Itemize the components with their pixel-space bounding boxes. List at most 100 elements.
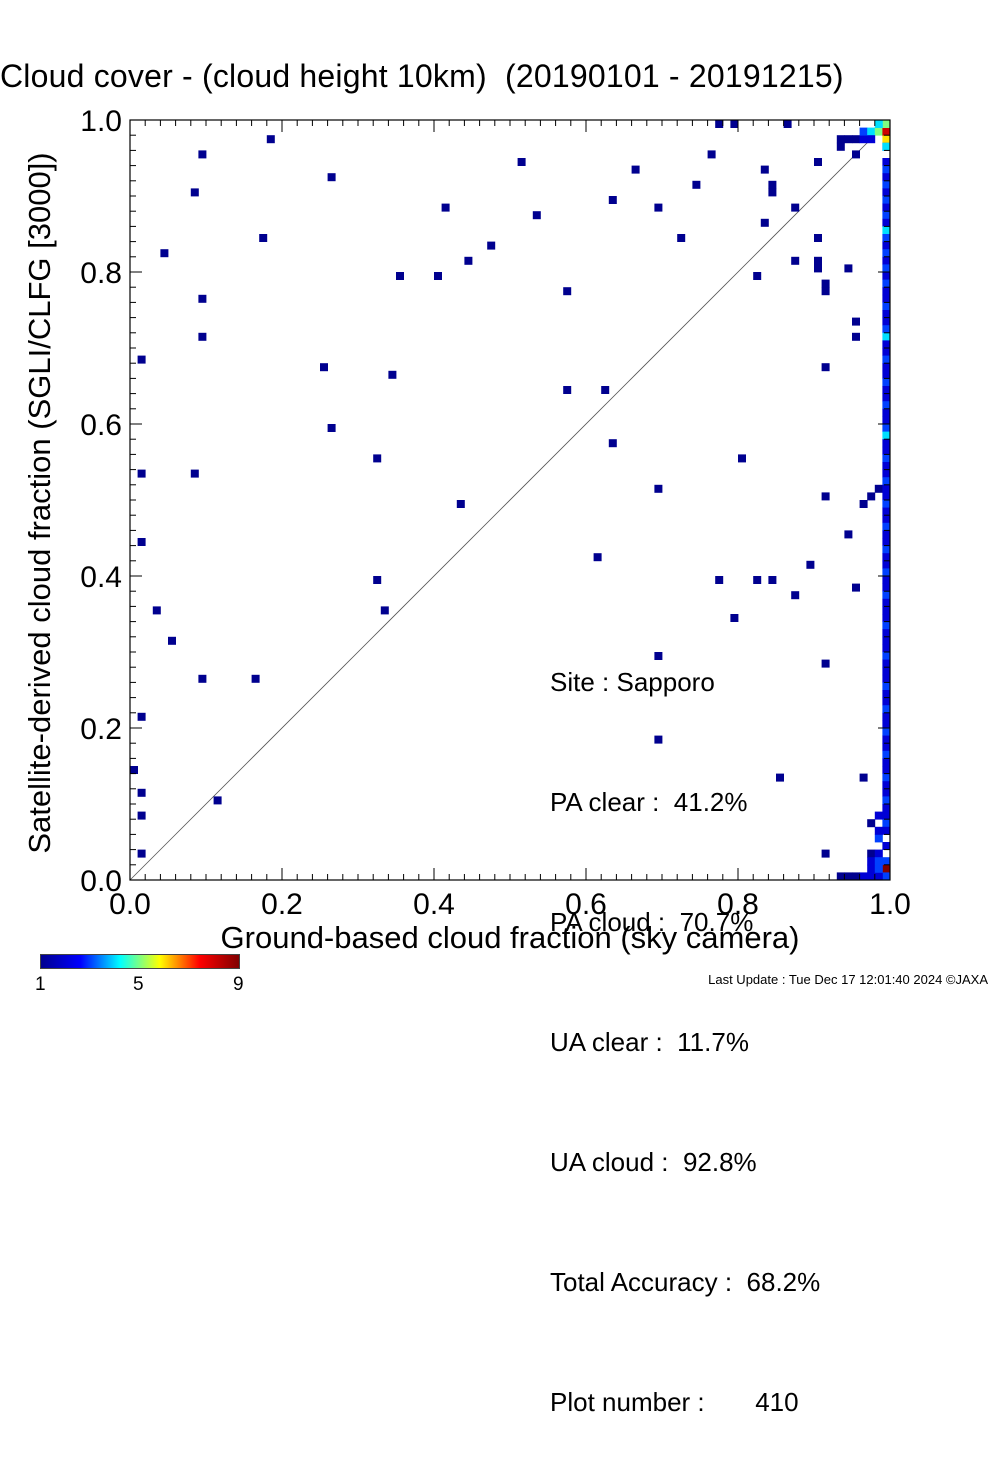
data-cell <box>517 158 526 166</box>
data-cell <box>198 150 207 159</box>
data-cell <box>882 241 891 250</box>
data-cell <box>882 659 891 668</box>
data-cell <box>373 576 382 584</box>
data-cell <box>821 279 830 288</box>
data-cell <box>373 454 382 463</box>
data-cell <box>137 712 146 721</box>
data-cell <box>882 416 891 425</box>
data-cell <box>882 507 891 516</box>
data-cell <box>882 500 891 508</box>
stats-panel: Site : Sapporo PA clear : 41.2% PA cloud… <box>550 582 820 1462</box>
stat-ua-cloud: UA cloud : 92.8% <box>550 1147 757 1177</box>
data-cell <box>882 127 891 136</box>
data-cell <box>882 256 891 265</box>
data-cell <box>882 264 891 273</box>
data-cell <box>821 849 830 858</box>
last-update-footer: Last Update : Tue Dec 17 12:01:40 2024 ©… <box>708 972 988 987</box>
data-cell <box>874 857 883 866</box>
data-cell <box>814 234 822 242</box>
data-cell <box>859 872 868 881</box>
data-cell <box>882 826 891 835</box>
data-cell <box>859 135 868 144</box>
data-cell <box>852 583 860 592</box>
data-cell <box>882 386 891 394</box>
data-cell <box>882 294 891 303</box>
title-main: Cloud cover - (cloud height 10km) <box>0 58 487 94</box>
data-cell <box>852 150 860 159</box>
data-cell <box>882 211 891 220</box>
data-cell <box>882 218 891 227</box>
data-cell <box>882 370 891 379</box>
y-axis-label: Satellite-derived cloud fraction (SGLI/C… <box>22 152 57 854</box>
data-cell <box>730 614 739 622</box>
data-cell <box>882 629 891 638</box>
data-cell <box>882 469 891 478</box>
data-cell <box>882 310 891 318</box>
data-cell <box>821 287 830 296</box>
data-cell <box>882 553 891 562</box>
data-cell <box>137 811 146 820</box>
data-cell <box>874 811 883 820</box>
data-cell <box>882 302 891 311</box>
title-period: (20190101 - 20191215) <box>505 58 844 94</box>
data-cell <box>882 773 891 782</box>
data-cell <box>882 424 891 432</box>
data-cell <box>152 606 161 615</box>
data-cell <box>882 652 891 660</box>
data-cell <box>882 378 891 387</box>
data-cell <box>760 218 769 227</box>
data-cell <box>852 872 860 881</box>
data-cell <box>190 469 199 478</box>
data-cell <box>867 135 876 144</box>
data-cell <box>882 332 891 341</box>
data-cell <box>882 538 891 546</box>
data-cell <box>563 287 572 296</box>
data-cell <box>388 370 397 379</box>
data-cell <box>882 811 891 820</box>
data-cell <box>874 120 883 128</box>
chart-title: Cloud cover - (cloud height 10km) (20190… <box>0 58 1000 95</box>
data-cell <box>882 674 891 683</box>
data-cell <box>882 340 891 349</box>
data-cell <box>654 484 663 493</box>
y-tick-label: 0.4 <box>80 561 122 594</box>
data-cell <box>168 636 176 645</box>
data-cell <box>563 386 572 394</box>
data-cell <box>882 317 891 326</box>
data-cell <box>882 606 891 615</box>
data-cell <box>882 750 891 759</box>
one-to-one-line <box>129 119 891 881</box>
data-cell <box>768 576 777 584</box>
y-tick-label: 1.0 <box>80 105 122 138</box>
data-cell <box>396 272 404 280</box>
stat-plot-number: Plot number : 410 <box>550 1387 799 1417</box>
x-axis-label: Ground-based cloud fraction (sky camera) <box>220 920 800 955</box>
plot-area: 0.0 0.2 0.4 0.6 0.8 1.0 0.0 0.2 0.4 0.6 0.8 1.0 <box>80 105 911 921</box>
data-cell <box>882 165 891 174</box>
data-cell <box>874 872 883 881</box>
y-tick-label: 0.2 <box>80 713 122 746</box>
data-cell <box>715 120 724 128</box>
data-cell <box>259 234 268 242</box>
data-cell <box>882 363 891 372</box>
data-cell <box>791 256 800 265</box>
data-cell <box>882 872 891 881</box>
colorbar-tick-5: 5 <box>133 974 144 995</box>
data-cell <box>814 158 822 166</box>
data-cell <box>882 431 891 440</box>
data-cell <box>882 234 891 242</box>
data-cell <box>882 743 891 752</box>
data-cell <box>882 766 891 774</box>
data-cell <box>137 788 146 797</box>
data-cell <box>882 560 891 569</box>
data-cell <box>608 196 617 204</box>
data-cell <box>327 173 336 182</box>
data-cell <box>882 279 891 288</box>
data-cell <box>867 492 876 501</box>
data-cell <box>593 553 602 562</box>
data-cell <box>601 386 610 394</box>
data-cell <box>882 401 891 410</box>
data-cell <box>882 568 891 577</box>
data-cell <box>814 256 822 265</box>
x-tick-label: 0.8 <box>717 888 759 921</box>
